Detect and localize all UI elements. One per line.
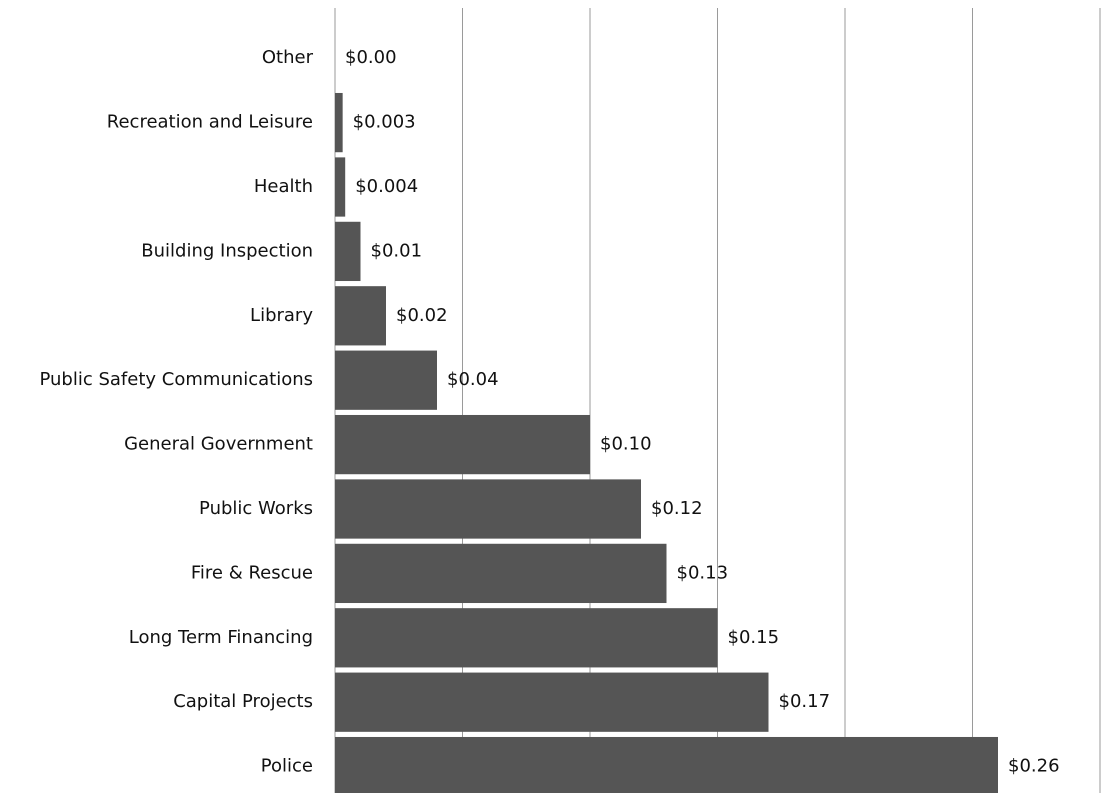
value-label: $0.003 bbox=[353, 112, 416, 133]
bar bbox=[335, 157, 346, 217]
y-tick-label: Building Inspection bbox=[141, 240, 313, 261]
y-tick-label: Public Safety Communications bbox=[39, 369, 313, 390]
value-label: $0.04 bbox=[447, 369, 499, 390]
y-tick-label: Capital Projects bbox=[173, 691, 313, 712]
value-label: $0.26 bbox=[1008, 756, 1060, 777]
y-tick-label: Public Works bbox=[199, 498, 313, 519]
bar bbox=[335, 414, 590, 475]
y-tick-label: Police bbox=[261, 756, 313, 777]
y-tick-label: Library bbox=[250, 305, 313, 326]
bar bbox=[335, 350, 437, 410]
value-label: $0.004 bbox=[355, 176, 418, 197]
value-label: $0.13 bbox=[677, 562, 729, 583]
bar bbox=[335, 672, 769, 732]
bar bbox=[335, 286, 386, 346]
y-tick-label: Other bbox=[262, 47, 314, 68]
bar bbox=[335, 221, 361, 282]
value-label: $0.12 bbox=[651, 498, 703, 519]
y-tick-label: General Government bbox=[124, 434, 313, 455]
y-tick-label: Recreation and Leisure bbox=[107, 112, 313, 133]
value-label: $0.01 bbox=[371, 240, 423, 261]
bar bbox=[335, 92, 343, 153]
y-tick-label: Health bbox=[254, 176, 313, 197]
value-label: $0.00 bbox=[345, 47, 397, 68]
value-label: $0.17 bbox=[779, 691, 831, 712]
bar bbox=[335, 736, 998, 793]
value-label: $0.15 bbox=[728, 627, 780, 648]
y-tick-label: Fire & Rescue bbox=[191, 562, 313, 583]
y-tick-label: Long Term Financing bbox=[129, 627, 313, 648]
bar bbox=[335, 608, 718, 668]
bar bbox=[335, 479, 641, 539]
bar bbox=[335, 543, 667, 604]
value-label: $0.10 bbox=[600, 434, 652, 455]
value-label: $0.02 bbox=[396, 305, 448, 326]
